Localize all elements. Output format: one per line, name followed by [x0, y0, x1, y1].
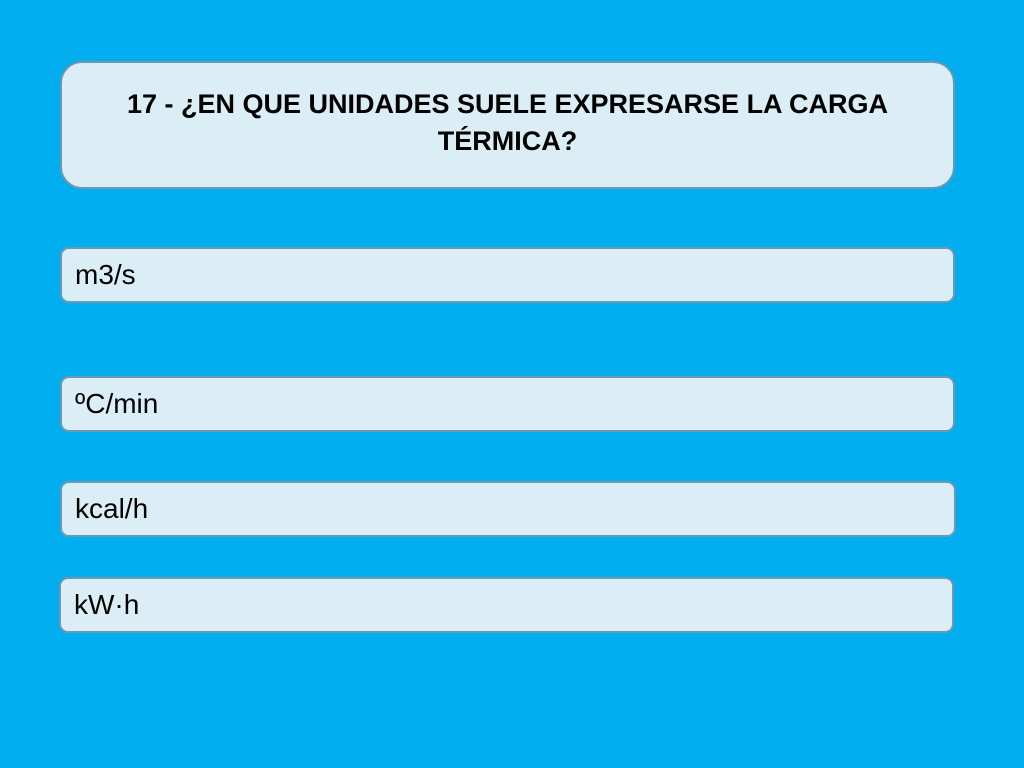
answer-option-1-label: m3/s — [75, 259, 136, 290]
answer-option-4-label: kW·h — [74, 589, 140, 620]
answer-option-2-label: ºC/min — [75, 388, 159, 419]
answer-option-3-label: kcal/h — [75, 493, 149, 524]
question-text: 17 - ¿EN QUE UNIDADES SUELE EXPRESARSE L… — [126, 89, 889, 156]
question-box: 17 - ¿EN QUE UNIDADES SUELE EXPRESARSE L… — [60, 61, 955, 189]
answer-option-2[interactable]: ºC/min — [60, 376, 955, 432]
answer-option-3[interactable]: kcal/h — [60, 481, 956, 537]
answer-option-1[interactable]: m3/s — [60, 247, 955, 303]
answer-option-4[interactable]: kW·h — [59, 577, 954, 633]
